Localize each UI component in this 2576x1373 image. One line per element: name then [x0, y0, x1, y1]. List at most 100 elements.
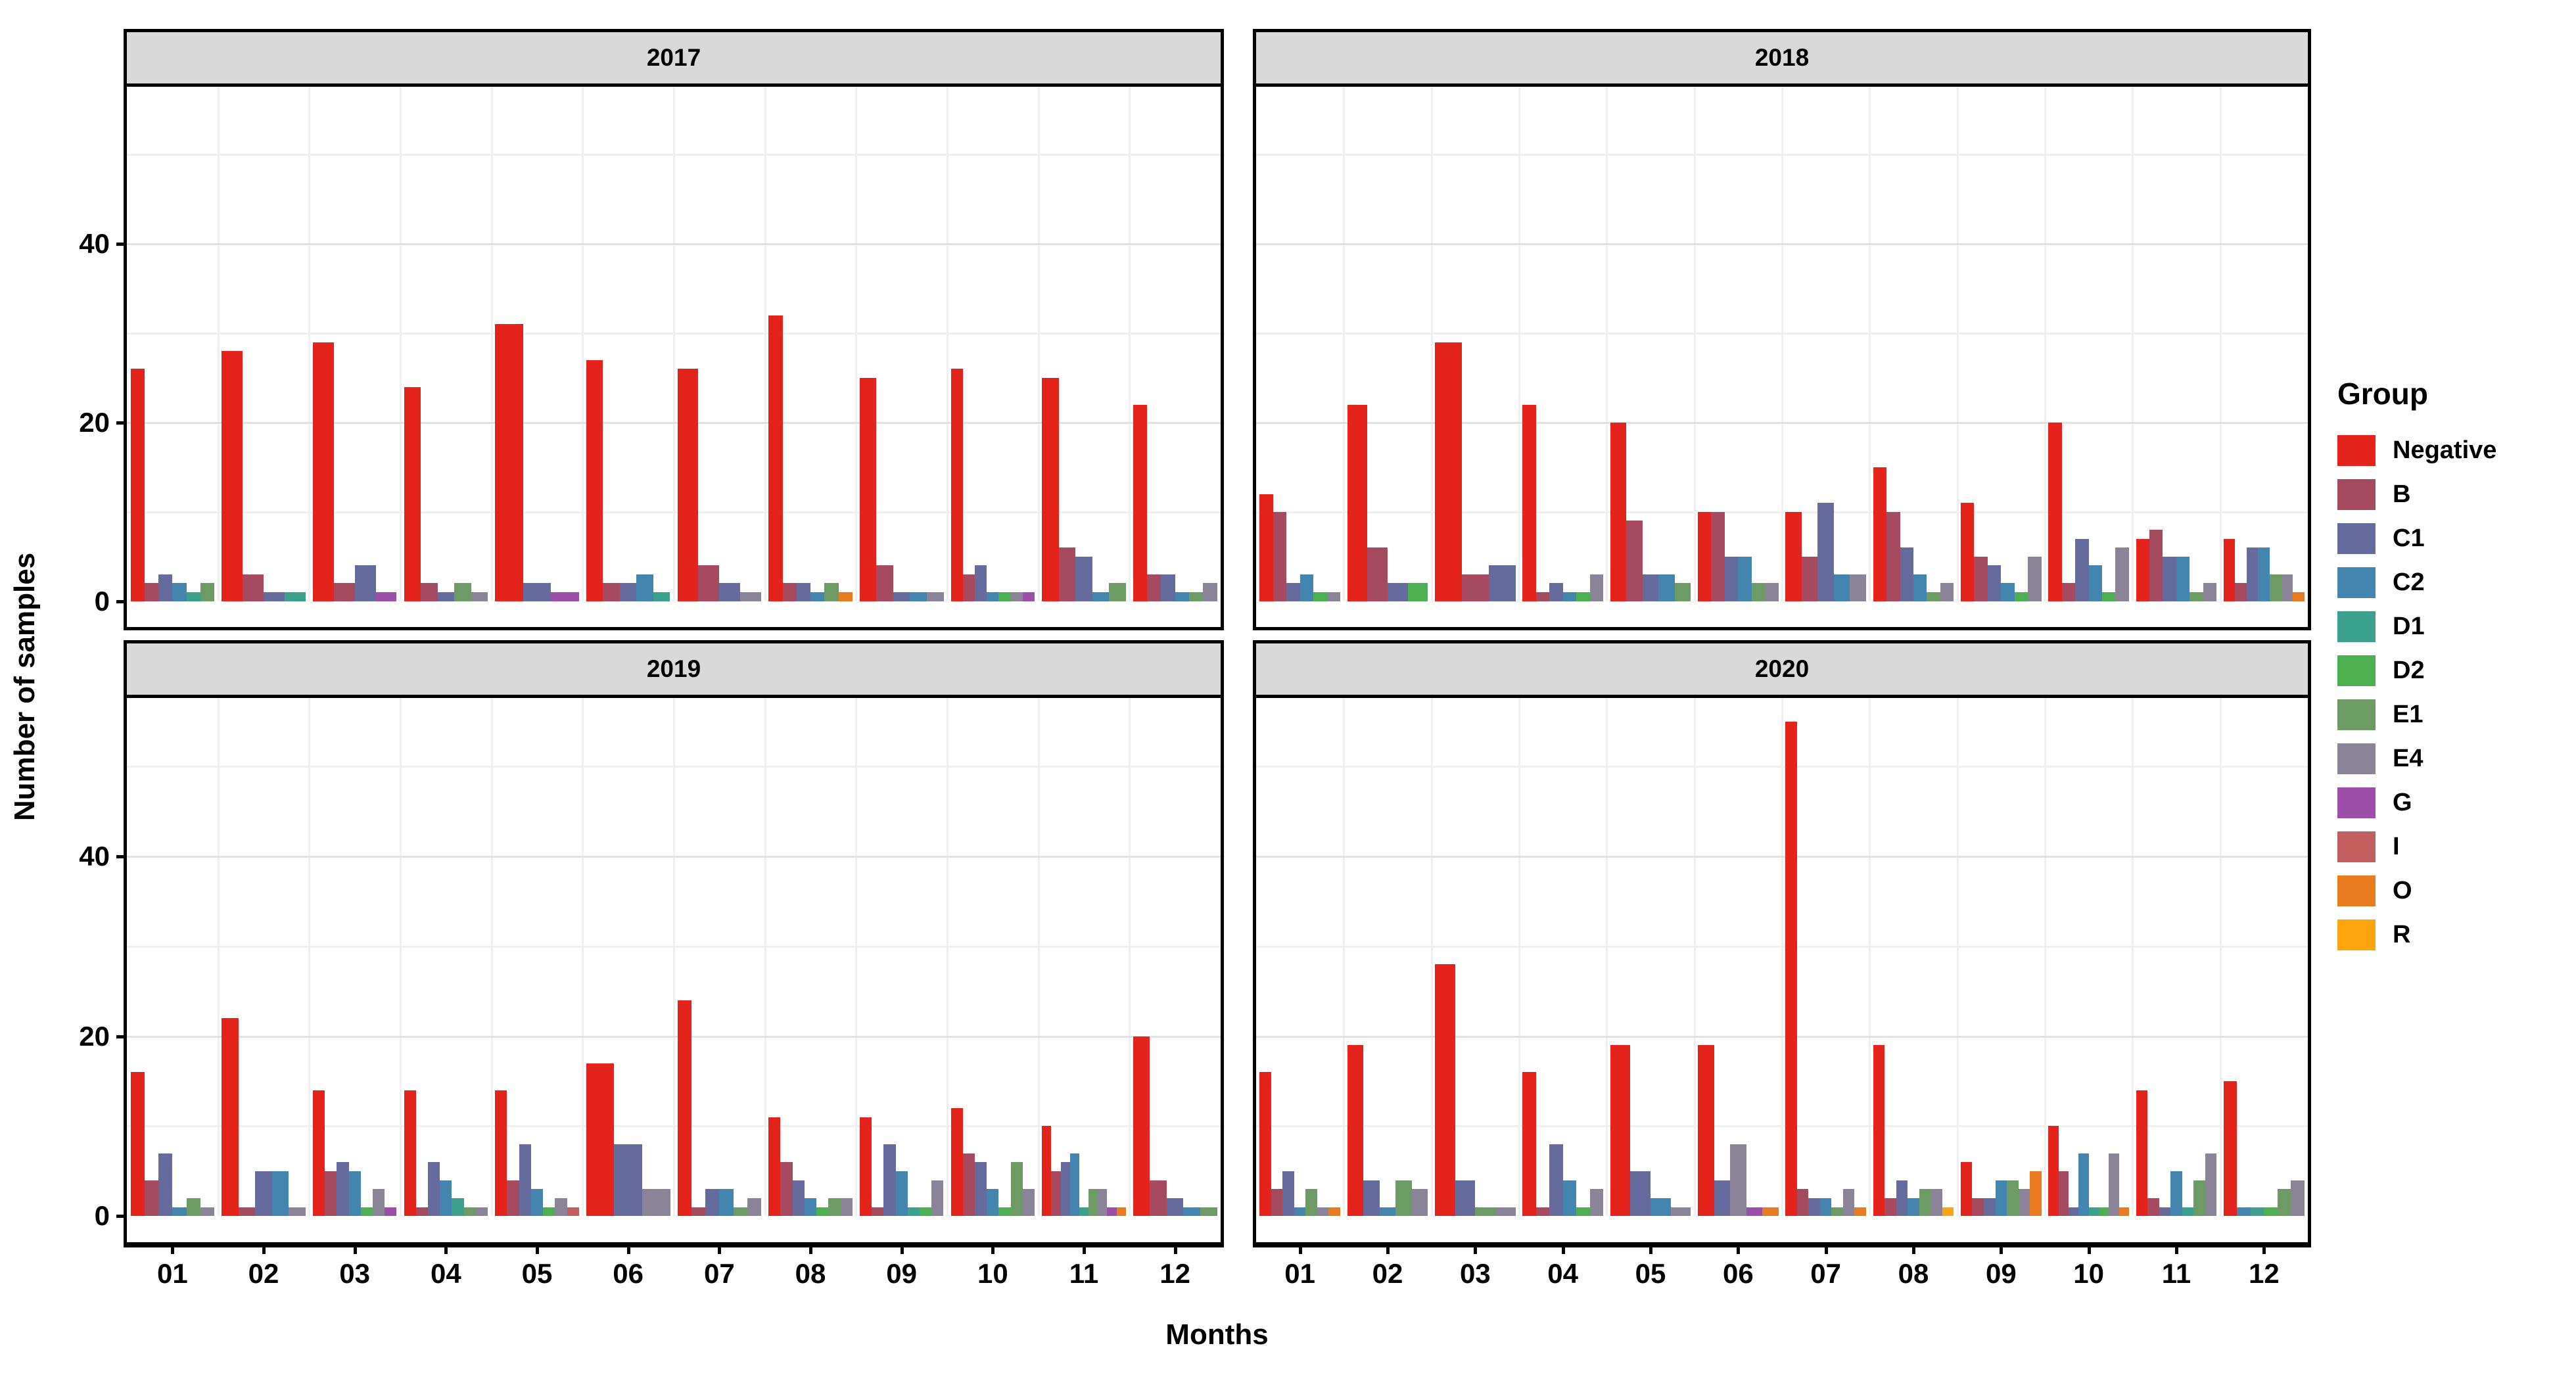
bar-B: [325, 1171, 337, 1217]
bar-E1: [1751, 583, 1766, 601]
bar-D1: [907, 1207, 920, 1217]
x-tick-label: 04: [430, 1258, 461, 1289]
vertical-gridline: [1869, 87, 1871, 601]
bar-B: [1974, 556, 1988, 601]
bar-E4: [555, 1198, 567, 1217]
bar-E1: [2277, 1189, 2291, 1217]
bar-E4: [1730, 1144, 1746, 1217]
x-tick-label: 06: [1722, 1258, 1754, 1289]
bar-E4: [1010, 592, 1023, 601]
month-slot-12: [1129, 87, 1221, 601]
bar-Negative: [1522, 404, 1536, 601]
x-tick: [1386, 1242, 1390, 1254]
bar-D2: [816, 1207, 829, 1217]
bar-cluster: [130, 698, 215, 1217]
vertical-gridline: [308, 698, 311, 1217]
x-tick: [171, 1242, 175, 1254]
month-slot-03: [1432, 87, 1519, 601]
bar-cluster: [1133, 698, 1217, 1217]
bar-B: [1885, 1198, 1896, 1217]
bar-cluster: [312, 87, 397, 601]
bar-E4: [1765, 583, 1779, 601]
vertical-gridline: [1430, 87, 1433, 601]
month-slot-11: [1039, 87, 1130, 601]
y-tick-label: 20: [79, 406, 110, 438]
bar-C1: [2246, 547, 2259, 601]
bar-B: [2061, 583, 2076, 601]
plot-area: [1256, 87, 2308, 601]
legend-label: G: [2393, 789, 2412, 816]
bar-D1: [452, 1198, 464, 1217]
bar-C1: [1282, 1171, 1294, 1217]
x-tick: [1912, 1242, 1915, 1254]
bar-C1: [1060, 1162, 1070, 1217]
vertical-gridline: [1518, 698, 1520, 1217]
bar-B: [1051, 1171, 1061, 1217]
months-row: [127, 87, 1221, 601]
bar-cluster: [1522, 698, 1603, 1217]
bar-cluster: [1259, 698, 1340, 1217]
bar-C2: [1738, 556, 1752, 601]
month-slot-07: [674, 87, 765, 601]
horizontal-gridline: [1256, 1035, 2308, 1038]
bar-B: [872, 1207, 884, 1217]
month-slot-03: [309, 698, 400, 1217]
vertical-gridline: [1129, 698, 1131, 1217]
bar-cluster: [404, 87, 488, 601]
bar-Negative: [586, 1063, 615, 1217]
horizontal-gridline: [1256, 421, 2308, 424]
legend-swatch-O: [2337, 875, 2376, 906]
y-tick-label: 40: [79, 840, 110, 872]
month-slot-01: [127, 87, 218, 601]
bar-G: [551, 592, 579, 601]
bar-E1: [1189, 592, 1204, 601]
facet-strip-2020: 2020: [1253, 640, 2311, 698]
bar-Negative: [586, 360, 603, 601]
y-axis-title-text: Number of samples: [9, 552, 41, 821]
horizontal-gridline: [1256, 945, 2308, 948]
bar-E1: [1010, 1162, 1023, 1217]
bar-B: [876, 565, 893, 601]
bar-cluster: [859, 698, 944, 1217]
bar-C2: [1562, 592, 1577, 601]
bar-E4: [926, 592, 944, 601]
bar-Negative: [1347, 404, 1368, 601]
bar-C1: [619, 583, 637, 601]
bar-cluster: [1434, 698, 1516, 1217]
legend-label: C2: [2393, 569, 2425, 596]
bar-cluster: [2136, 698, 2217, 1217]
bar-B: [2147, 1198, 2159, 1217]
bar-C1: [2075, 538, 2089, 601]
bar-cluster: [1259, 87, 1340, 601]
bar-C1: [796, 583, 811, 601]
bar-C2: [1995, 1180, 2007, 1217]
bar-B: [333, 583, 355, 601]
bar-Negative: [495, 1090, 507, 1217]
bar-Negative: [768, 1117, 781, 1217]
bar-E1: [463, 1207, 476, 1217]
bar-E4: [1940, 583, 1954, 601]
bar-D2: [998, 592, 1011, 601]
vertical-gridline: [1430, 698, 1433, 1217]
bar-C1: [1724, 556, 1739, 601]
bar-C1: [1388, 583, 1408, 601]
month-slot-05: [492, 698, 583, 1217]
bar-C2: [1069, 1153, 1079, 1217]
month-slot-07: [1782, 698, 1869, 1217]
x-tick: [1083, 1242, 1086, 1254]
bar-cluster: [768, 87, 853, 601]
bar-E1: [1200, 1207, 1217, 1217]
bar-G: [1022, 592, 1035, 601]
vertical-gridline: [1781, 698, 1783, 1217]
bar-E1: [1305, 1189, 1317, 1217]
legend-label: B: [2393, 480, 2411, 508]
x-tick-label: 07: [1810, 1258, 1842, 1289]
bar-B: [603, 583, 620, 601]
bar-D2: [1576, 1207, 1590, 1217]
horizontal-gridline: [127, 511, 1221, 513]
bar-E4: [1495, 1207, 1516, 1217]
bar-Negative: [950, 369, 963, 601]
month-slot-09: [856, 698, 947, 1217]
bar-Negative: [1434, 964, 1455, 1217]
bar-Negative: [1960, 1162, 1973, 1217]
